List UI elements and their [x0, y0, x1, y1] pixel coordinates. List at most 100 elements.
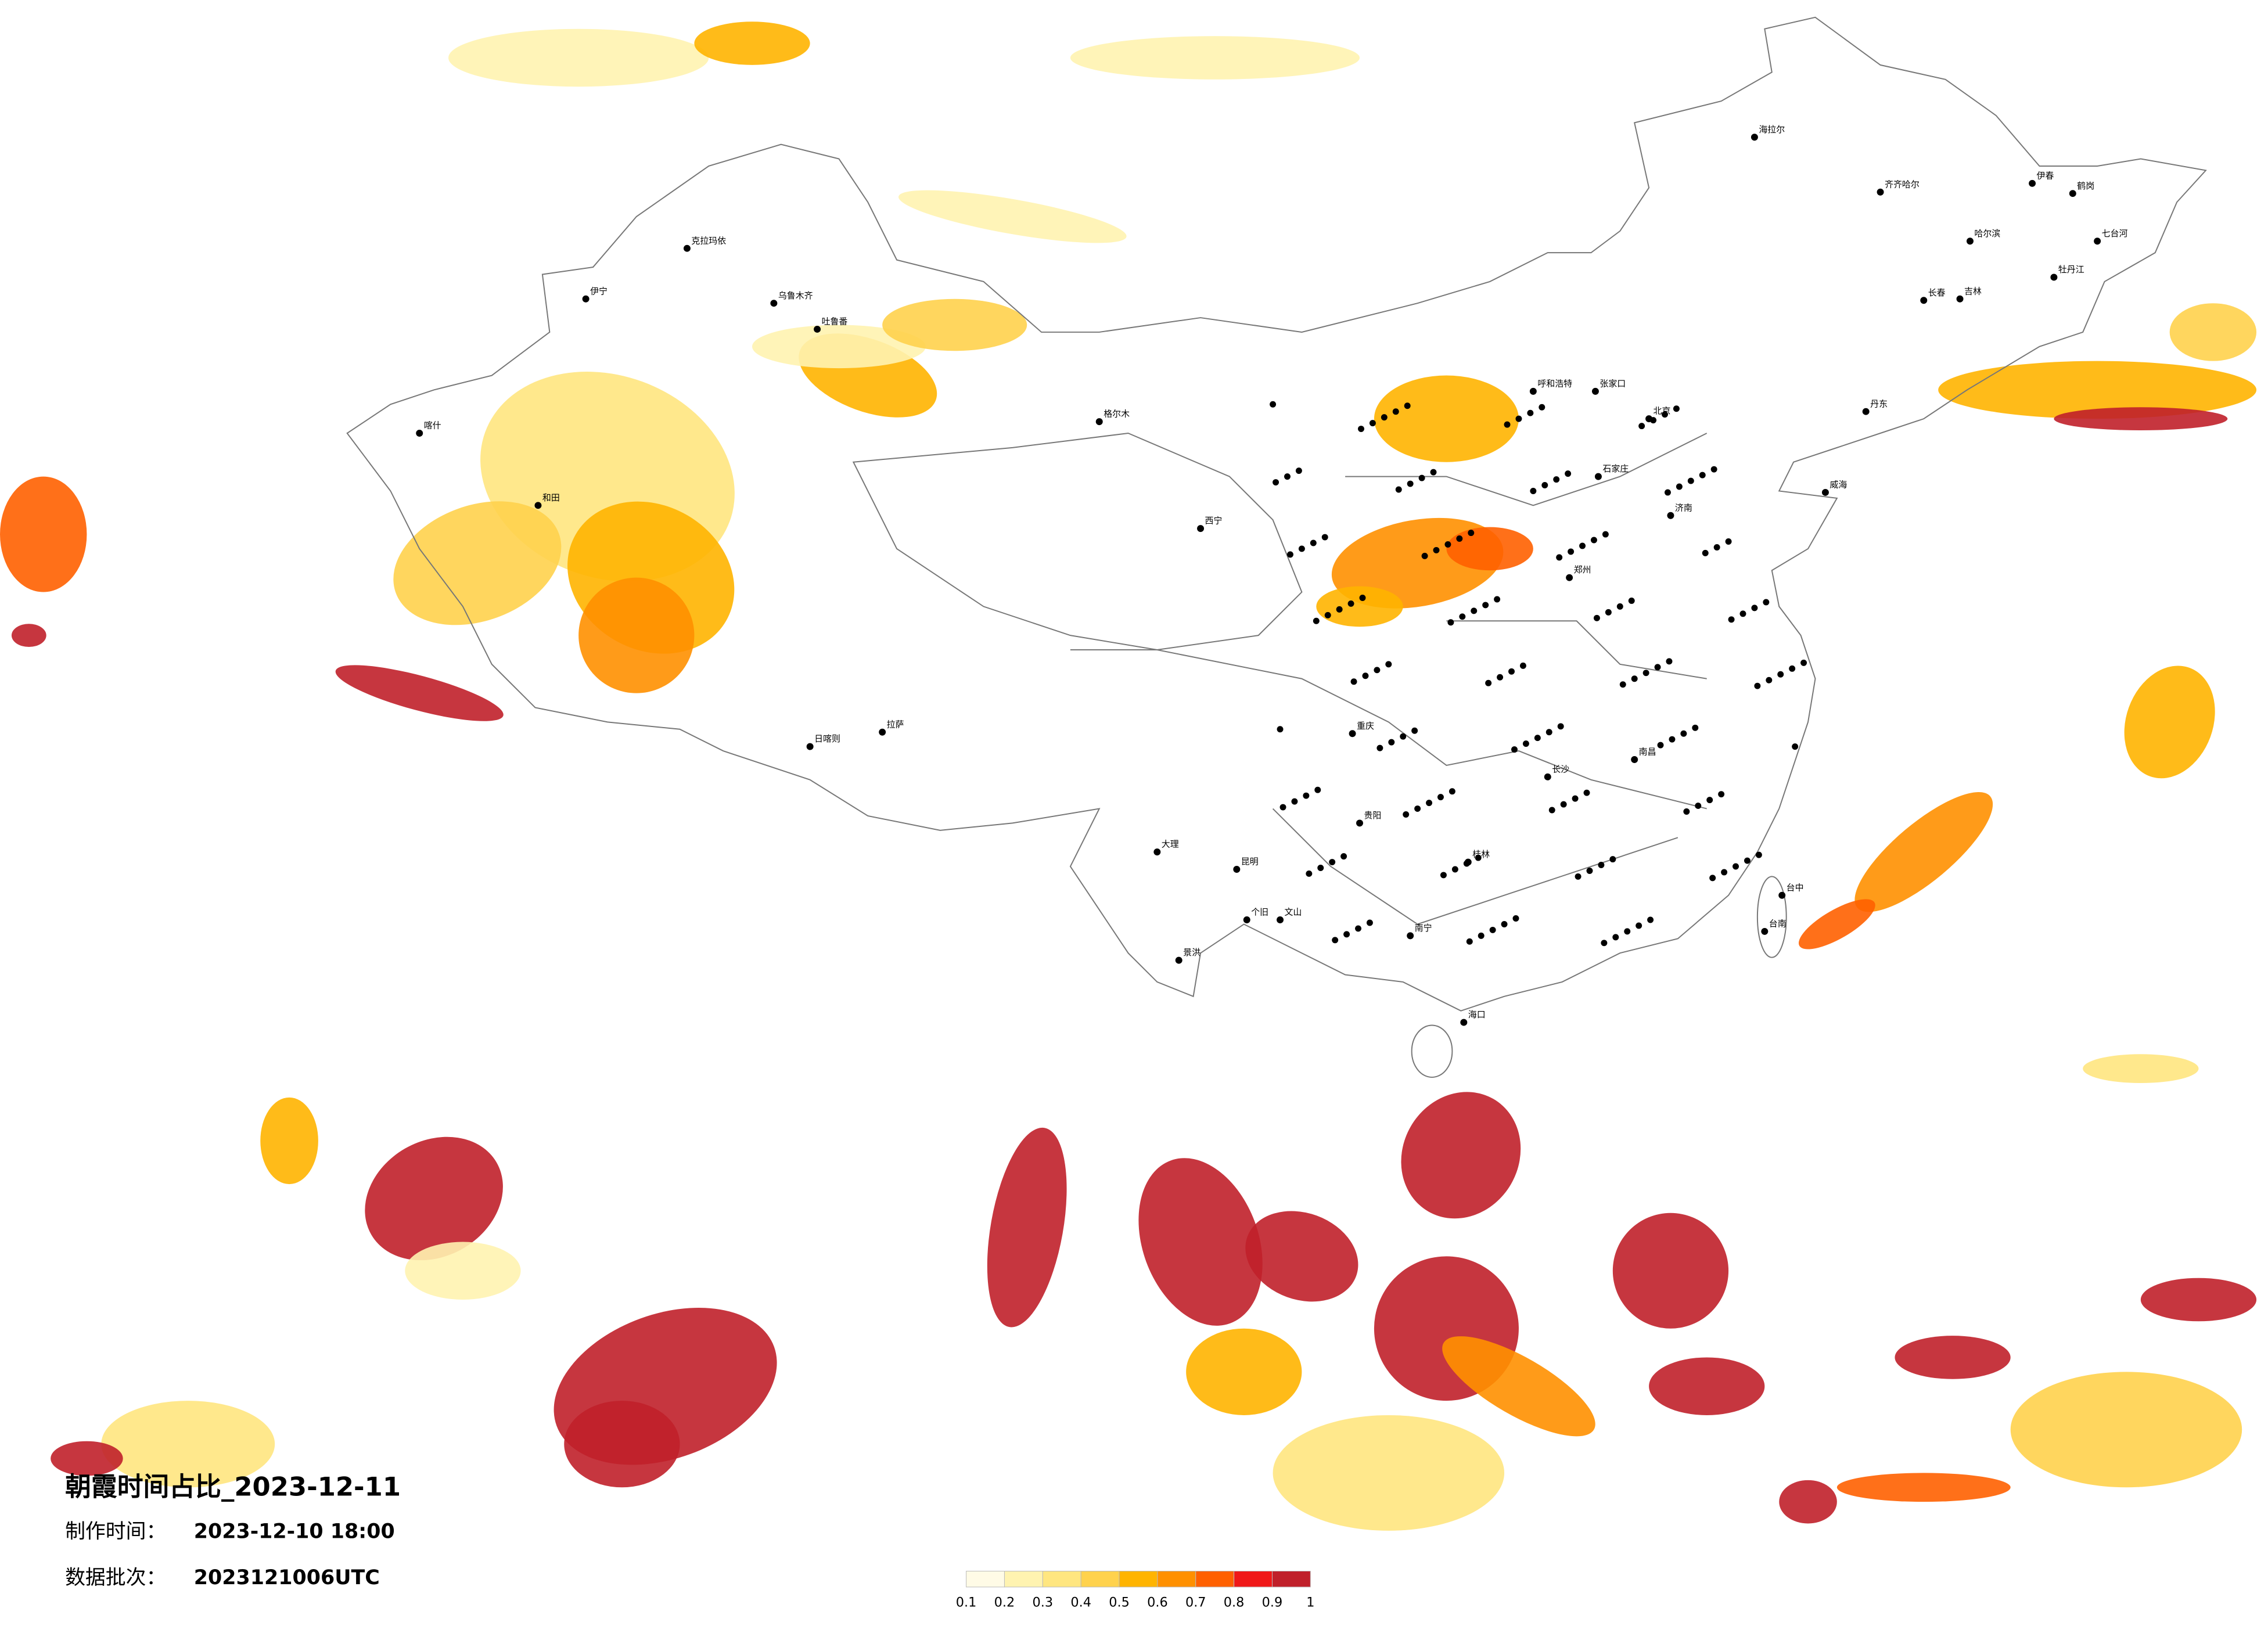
batch: 2023121006UTC [194, 1566, 380, 1589]
city-dot [1575, 873, 1582, 880]
city-dot [1459, 613, 1466, 620]
heat-patch [898, 190, 1127, 243]
city-dot [1366, 919, 1373, 926]
city-label: 海口 [1468, 1009, 1486, 1020]
legend-swatch [1234, 1571, 1273, 1588]
city-dot [1306, 870, 1313, 877]
legend-tick-label: 0.3 [1033, 1595, 1054, 1610]
batch-label: 数据批次： [65, 1566, 166, 1589]
city-dot [770, 300, 778, 307]
city-dot [1197, 525, 1205, 533]
city-dot [1497, 674, 1504, 681]
city-dot [1638, 423, 1645, 430]
city-dot [1619, 681, 1626, 688]
heat-patch [101, 1401, 275, 1488]
city-dot [1553, 476, 1560, 483]
city-dot [1273, 479, 1279, 486]
city-label: 海拉尔 [1759, 124, 1785, 135]
city-dot [683, 244, 691, 252]
city-label: 吐鲁番 [822, 316, 848, 327]
city-dot [1778, 891, 1786, 899]
city-label: 桂林 [1472, 849, 1490, 859]
city-dot [1324, 611, 1331, 618]
city-label: 北京 [1654, 406, 1671, 416]
city-dot [1583, 789, 1590, 796]
city-dot [1347, 600, 1354, 607]
city-dot [1329, 859, 1336, 866]
city-label: 石家庄 [1602, 463, 1629, 474]
heat-patch [1186, 1328, 1302, 1415]
city-label: 张家口 [1600, 378, 1626, 388]
legend-tick-label: 0.1 [956, 1595, 977, 1610]
city-dot [1673, 405, 1680, 412]
city-dots [416, 134, 2101, 1026]
city-dot [879, 728, 886, 736]
city-dot [1310, 539, 1317, 546]
heat-patch [694, 21, 810, 65]
city-dot [1527, 409, 1534, 416]
city-dot [1358, 426, 1364, 433]
city-label: 日喀则 [814, 733, 840, 744]
city-dot [1548, 807, 1555, 814]
city-dot [1739, 610, 1746, 617]
city-dot [1388, 739, 1395, 746]
city-dot [1609, 856, 1616, 863]
city-dot [1317, 865, 1324, 871]
city-dot [1471, 607, 1478, 614]
heat-patch [2010, 1372, 2242, 1488]
heat-patch [1273, 1415, 1505, 1531]
city-dot [1175, 956, 1182, 964]
city-dot [1586, 867, 1593, 874]
city-dot [1605, 609, 1612, 616]
city-label: 景洪 [1183, 947, 1201, 958]
heat-patch [882, 298, 1027, 351]
heat-patch [2140, 1278, 2257, 1322]
city-label: 长沙 [1552, 764, 1569, 774]
legend-swatch [1195, 1571, 1235, 1588]
city-dot [1593, 614, 1600, 621]
city-dot [1662, 411, 1668, 418]
city-dot [1385, 661, 1392, 668]
legend-tick-label: 0.7 [1185, 1595, 1206, 1610]
city-dot [1411, 727, 1418, 734]
heat-patch [260, 1097, 318, 1185]
city-dot [1356, 819, 1363, 827]
city-dot [1504, 421, 1511, 428]
legend-swatch [1080, 1571, 1120, 1588]
city-dot [806, 743, 814, 750]
heat-patch [405, 1242, 521, 1300]
city-dot [1751, 605, 1758, 611]
city-label: 长春 [1928, 287, 1946, 298]
heat-patch [752, 325, 926, 369]
city-dot [1956, 295, 1964, 303]
city-dot [1519, 662, 1526, 669]
city-dot [1298, 545, 1305, 552]
heat-patch [987, 1127, 1067, 1328]
city-dot [1565, 470, 1572, 477]
city-dot [1566, 574, 1573, 581]
heat-patch [1649, 1357, 1765, 1415]
heat-patch [2124, 665, 2215, 779]
city-label: 西宁 [1205, 516, 1223, 526]
heat-patch [365, 1136, 503, 1261]
city-dot [1314, 786, 1321, 793]
city-dot [1572, 795, 1579, 802]
city-dot [2069, 190, 2076, 197]
legend-tick-label: 0.4 [1070, 1595, 1091, 1610]
city-dot [1414, 805, 1421, 812]
city-dot [1687, 477, 1694, 484]
city-dot [1654, 664, 1661, 671]
city-dot [1421, 552, 1428, 559]
heat-field [0, 21, 2257, 1531]
city-dot [1522, 740, 1529, 747]
city-dot [1233, 866, 1241, 873]
city-dot [1407, 932, 1414, 940]
heat-patch [1895, 1336, 2011, 1379]
city-dot [1628, 597, 1635, 604]
city-dot [1695, 803, 1702, 810]
city-dot [1534, 735, 1541, 742]
city-dot [1447, 619, 1454, 626]
heat-patch [1070, 36, 1360, 80]
city-dot [1515, 415, 1522, 422]
city-label: 伊春 [2037, 170, 2054, 181]
